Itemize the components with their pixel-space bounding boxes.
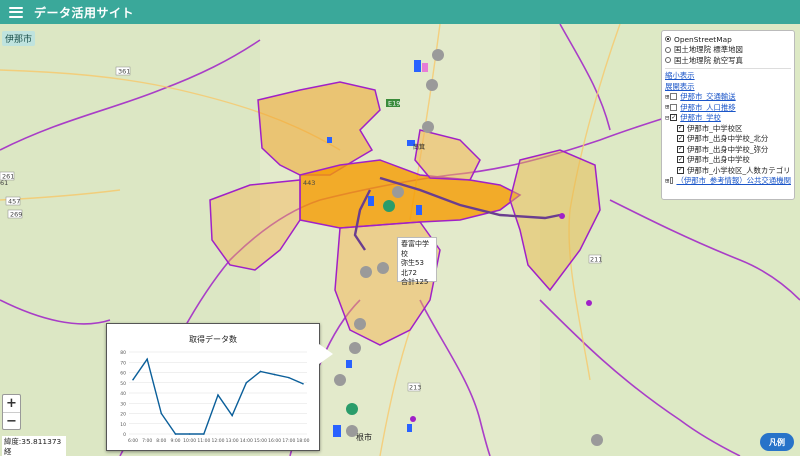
x-tick-label: 16:00 (268, 438, 281, 444)
checkbox[interactable] (670, 177, 674, 185)
zoom-in-button[interactable]: + (3, 395, 20, 413)
route-269-label: 269 (10, 211, 22, 219)
checkbox[interactable] (677, 156, 684, 164)
layer-control: OpenStreetMap 国土地理院 標準地図 国土地理院 航空写真 縮小表示… (661, 30, 795, 200)
coordinate-readout: 緯度:35.811373 経度:137.966009 (2, 436, 66, 456)
data-point (203, 433, 205, 435)
checkbox[interactable] (670, 93, 678, 101)
layer-group-transport[interactable]: ⊞ 伊那市_交通輸送 (665, 92, 736, 102)
y-tick-label: 40 (120, 391, 126, 397)
x-tick-label: 17:00 (282, 438, 295, 444)
x-tick-label: 8:00 (156, 438, 166, 444)
x-tick-label: 13:00 (226, 438, 239, 444)
basemap-gsi-photo[interactable]: 国土地理院 航空写真 (665, 55, 791, 66)
data-point (288, 376, 290, 379)
radio-icon[interactable] (665, 46, 671, 53)
e19-label: E19 (388, 100, 400, 108)
data-point (146, 358, 148, 360)
zoom-control: + − (2, 394, 21, 430)
x-tick-label: 10:00 (183, 438, 196, 444)
data-point (217, 394, 219, 396)
popup-total: 合計125 (401, 278, 429, 286)
route-261-label: 261 (2, 173, 14, 181)
latitude-text: 緯度:35.811373 (4, 437, 62, 446)
checkbox[interactable] (670, 103, 678, 111)
layer-group-school[interactable]: ⊟伊那市_学校 (665, 113, 791, 124)
town-label-2: 南箕 (413, 143, 425, 151)
popup-school-name: 春富中学校 (401, 240, 429, 258)
radio-icon[interactable] (665, 36, 671, 43)
data-point (188, 433, 191, 435)
layer-item[interactable]: 伊那市_中学校区 (665, 123, 791, 134)
data-point (245, 381, 248, 384)
collapse-all-link[interactable]: 縮小表示 (665, 71, 695, 81)
chart-title: 取得データ数 (189, 334, 237, 344)
app-header: データ活用サイト (0, 0, 800, 24)
y-tick-label: 80 (120, 350, 126, 356)
layer-group-reference[interactable]: ⊞ （伊那市_参考情報）公共交通機関 (665, 176, 791, 186)
x-tick-label: 15:00 (254, 438, 267, 444)
data-point (160, 412, 163, 415)
road-61-label: 61 (0, 179, 8, 187)
y-tick-label: 20 (120, 412, 126, 418)
y-tick-label: 50 (120, 381, 126, 387)
basemap-gsi-standard[interactable]: 国土地理院 標準地図 (665, 45, 791, 56)
longitude-text: 経度:137.966009 (4, 446, 12, 456)
data-point (273, 373, 276, 376)
x-tick-label: 18:00 (297, 438, 310, 444)
y-tick-label: 70 (120, 360, 126, 366)
menu-icon[interactable] (9, 6, 23, 18)
expand-icon[interactable]: ⊞ (665, 103, 670, 112)
route-213-label: 213 (409, 384, 421, 392)
line-chart: 取得データ数 0 10 20 30 40 50 60 70 80 6:00 7:00 8:00 9:0… (120, 334, 310, 444)
x-tick-label: 7:00 (142, 438, 152, 444)
town-label: 根市 (356, 432, 372, 442)
y-tick-label: 60 (120, 371, 126, 377)
road-443-label: 443 (303, 179, 315, 187)
basemap-osm[interactable]: OpenStreetMap (665, 34, 791, 45)
data-point (302, 382, 304, 385)
school-popup: 春富中学校 弥生53 北72 合計125 (397, 237, 437, 286)
y-tick-label: 0 (123, 432, 126, 438)
x-tick-label: 12:00 (212, 438, 225, 444)
layer-item[interactable]: 伊那市_小学校区_人数カテゴリ (665, 165, 791, 176)
checkbox[interactable] (670, 114, 678, 122)
data-point (259, 370, 262, 373)
data-point (174, 433, 177, 435)
x-tick-label: 9:00 (170, 438, 180, 444)
expand-icon[interactable]: ⊞ (665, 176, 670, 185)
expand-icon[interactable]: ⊞ (665, 92, 670, 101)
x-tick-label: 6:00 (128, 438, 138, 444)
series-line (132, 357, 304, 435)
data-point (231, 414, 233, 417)
radio-icon[interactable] (665, 57, 671, 64)
app-title: データ活用サイト (34, 5, 135, 20)
layer-item[interactable]: 伊那市_出身中学校_北分 (665, 134, 791, 145)
popup-value: 北72 (401, 268, 417, 277)
popup-value: 弥生53 (401, 259, 424, 267)
expand-all-link[interactable]: 展開表示 (665, 81, 695, 91)
y-tick-label: 10 (120, 422, 126, 428)
zoom-out-button[interactable]: − (6, 414, 17, 429)
y-tick-label: 30 (120, 401, 126, 407)
route-211-label: 211 (590, 256, 602, 264)
layer-item[interactable]: 伊那市_出身中学校 (665, 155, 791, 166)
data-point (132, 378, 134, 381)
layer-group-population[interactable]: ⊞ 伊那市_人口推移 (665, 102, 736, 112)
chart-panel: 取得データ数 0 10 20 30 40 50 60 70 80 6:00 7:00 8:00 9:0… (106, 323, 333, 451)
route-457-label: 457 (8, 198, 20, 206)
layer-item[interactable]: 伊那市_出身中学校_弥分 (665, 144, 791, 155)
x-tick-label: 14:00 (240, 438, 253, 444)
legend-button[interactable]: 凡例 (760, 433, 794, 451)
city-badge: 伊那市 (2, 31, 36, 46)
x-tick-label: 11:00 (197, 438, 210, 444)
checkbox[interactable] (677, 166, 684, 174)
route-361-label: 361 (118, 68, 130, 76)
checkbox[interactable] (677, 135, 684, 143)
checkbox[interactable] (677, 145, 684, 153)
checkbox[interactable] (677, 124, 684, 132)
collapse-icon[interactable]: ⊟ (665, 113, 670, 122)
